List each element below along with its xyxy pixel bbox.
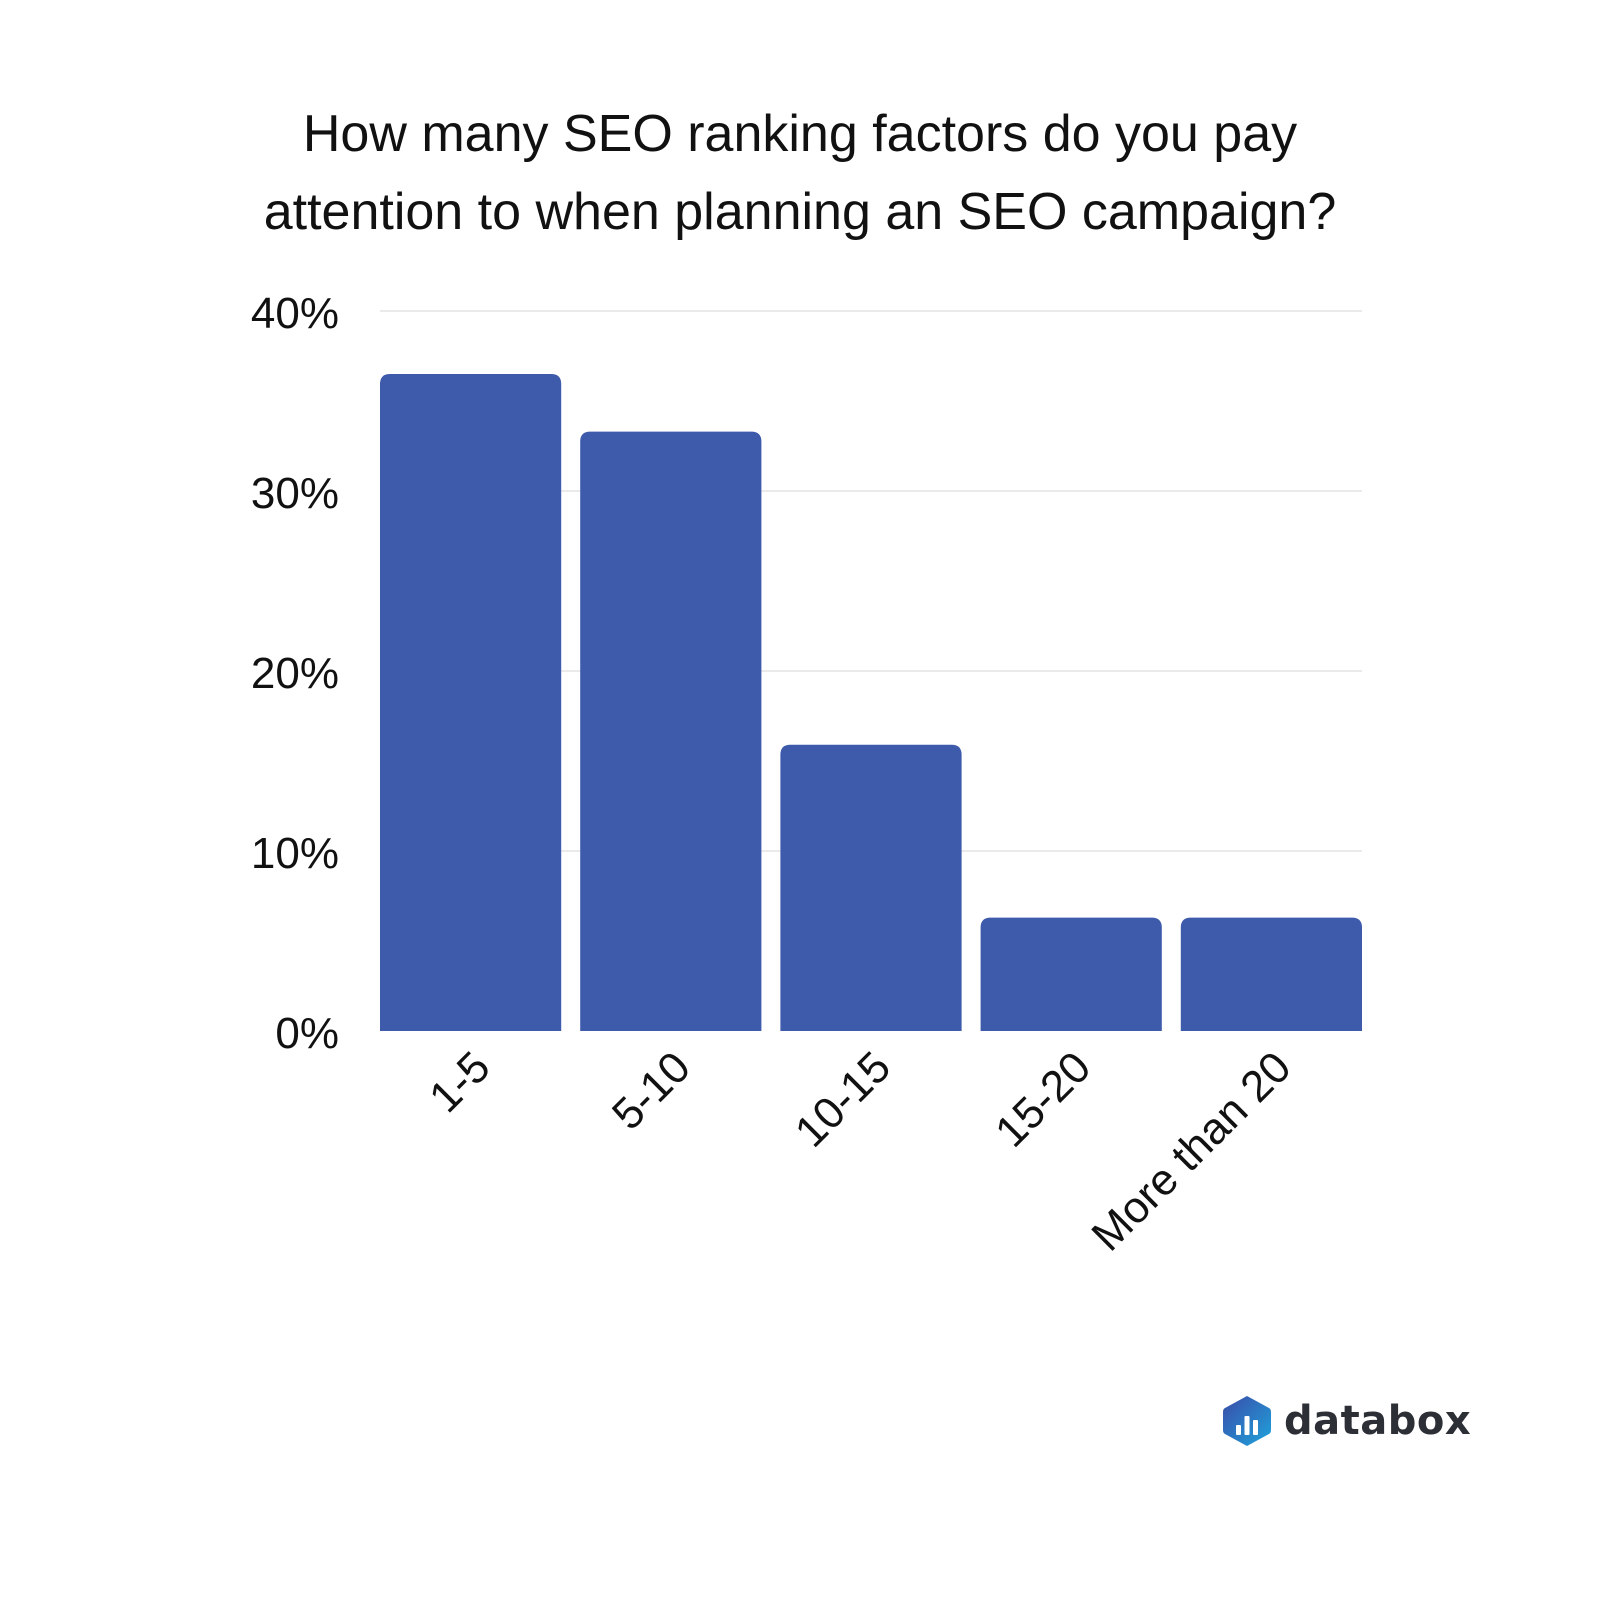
databox-logo-text: databox [1284, 1398, 1472, 1444]
bar [380, 374, 562, 1031]
x-tick-label: 5-10 [603, 1042, 700, 1139]
y-tick-label: 30% [251, 469, 339, 518]
y-tick-label: 40% [251, 289, 339, 338]
chart-title-line-2: attention to when planning an SEO campai… [263, 183, 1337, 241]
chart-title: How many SEO ranking factors do you pay … [0, 95, 1600, 251]
x-tick-label: 10-15 [786, 1042, 900, 1156]
bar [580, 431, 762, 1032]
bar [1180, 917, 1362, 1031]
y-tick-label: 10% [251, 829, 339, 878]
y-tick-label: 0% [275, 1009, 339, 1058]
databox-logo: databox [1222, 1394, 1471, 1448]
x-tick-label: 15-20 [986, 1042, 1100, 1156]
y-tick-label: 20% [251, 649, 339, 698]
x-tick-label: More than 20 [1082, 1042, 1300, 1260]
databox-hexagon-chart-icon [1223, 1396, 1271, 1446]
chart-title-line-1: How many SEO ranking factors do you pay [302, 105, 1298, 163]
x-tick-label: 1-5 [420, 1042, 500, 1122]
bar [980, 917, 1162, 1031]
bar [780, 744, 962, 1031]
